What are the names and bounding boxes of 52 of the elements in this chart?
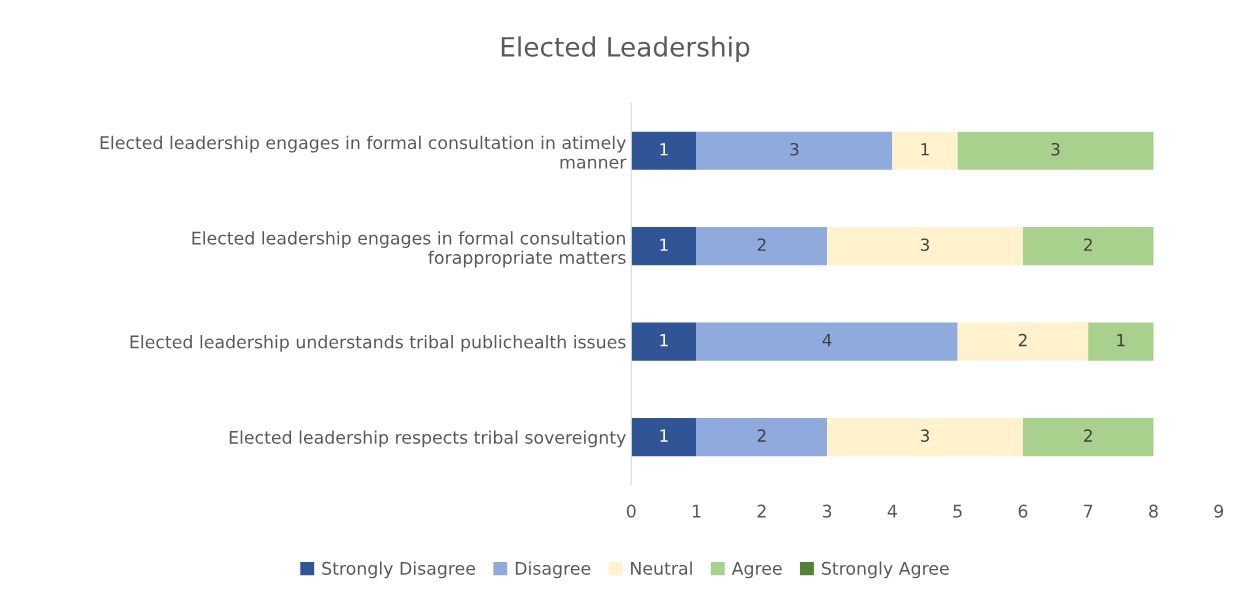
y-tick-label: Elected leadership engages in formal consultation in atimely manner bbox=[100, 135, 627, 169]
x-tick-label: 8 bbox=[1149, 504, 1158, 518]
legend-label: Neutral bbox=[631, 561, 692, 575]
data-label: 1 bbox=[660, 429, 668, 442]
bar bbox=[631, 227, 697, 266]
data-label: 3 bbox=[790, 142, 799, 156]
data-label: 3 bbox=[920, 238, 929, 252]
x-tick-label: 9 bbox=[1214, 504, 1224, 518]
bar bbox=[696, 227, 828, 266]
bar bbox=[696, 322, 958, 361]
data-label: 1 bbox=[921, 143, 929, 156]
x-tick-label: 2 bbox=[757, 504, 766, 518]
data-label: 2 bbox=[1084, 238, 1092, 251]
chart-title: Elected Leadership bbox=[501, 36, 750, 62]
x-tick-label: 6 bbox=[1018, 504, 1028, 518]
data-label: 2 bbox=[1018, 333, 1027, 347]
x-tick-label: 5 bbox=[953, 504, 962, 518]
legend-label: Disagree bbox=[515, 561, 591, 579]
data-label: 2 bbox=[1084, 429, 1092, 442]
bar bbox=[631, 417, 697, 457]
bar bbox=[1088, 322, 1154, 361]
x-tick-label: 3 bbox=[822, 504, 832, 518]
bar bbox=[631, 131, 697, 170]
bar bbox=[1022, 417, 1154, 457]
data-label: 1 bbox=[660, 238, 668, 251]
data-label: 3 bbox=[1051, 142, 1060, 156]
y-tick-label: Elected leadership engages in formal consultation forappropriate matters bbox=[192, 231, 626, 268]
x-tick-label: 1 bbox=[692, 504, 701, 518]
data-label: 1 bbox=[660, 143, 668, 156]
bar bbox=[892, 131, 958, 170]
bar bbox=[631, 322, 697, 361]
x-tick-label: 0 bbox=[626, 504, 636, 518]
data-label: 4 bbox=[822, 334, 832, 347]
y-tick-label: Elected leadership understands tribal publichealth issues bbox=[130, 335, 626, 352]
data-label: 2 bbox=[757, 429, 766, 442]
y-tick-label: Elected leadership respects tribal sovereignty bbox=[229, 430, 626, 448]
bar bbox=[827, 417, 1023, 457]
legend-label: Agree bbox=[731, 561, 782, 579]
bar bbox=[827, 227, 1023, 266]
data-label: 1 bbox=[660, 334, 668, 347]
bar bbox=[1022, 227, 1154, 266]
bar bbox=[957, 322, 1089, 361]
data-label: 1 bbox=[1117, 334, 1125, 347]
legend-label: Strongly Agree bbox=[822, 561, 949, 579]
data-label: 2 bbox=[757, 238, 766, 251]
bar bbox=[696, 417, 828, 457]
bar bbox=[696, 131, 893, 170]
data-label: 3 bbox=[920, 429, 929, 442]
legend-label: Strongly Disagree bbox=[322, 561, 476, 579]
x-tick-label: 4 bbox=[887, 504, 897, 518]
x-tick-label: 7 bbox=[1084, 504, 1093, 518]
bar bbox=[957, 131, 1154, 170]
